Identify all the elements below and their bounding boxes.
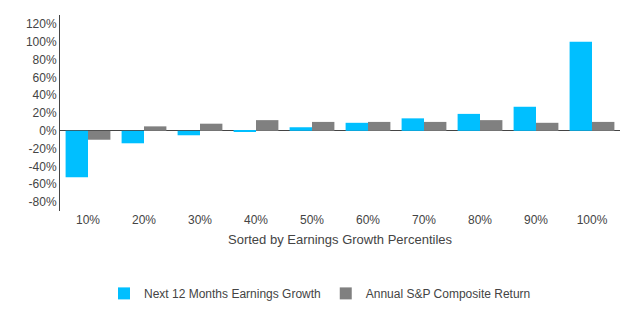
svg-text:Next 12 Months Earnings Growth: Next 12 Months Earnings Growth [144, 287, 321, 301]
svg-text:0%: 0% [39, 124, 57, 138]
svg-text:70%: 70% [412, 213, 436, 227]
svg-text:100%: 100% [26, 35, 57, 49]
svg-text:-20%: -20% [29, 142, 57, 156]
svg-text:-80%: -80% [29, 195, 57, 209]
svg-text:-60%: -60% [29, 177, 57, 191]
svg-text:60%: 60% [356, 213, 380, 227]
svg-text:80%: 80% [33, 53, 57, 67]
svg-text:80%: 80% [468, 213, 492, 227]
svg-text:120%: 120% [26, 17, 57, 31]
svg-text:Annual S&P Composite Return: Annual S&P Composite Return [366, 287, 531, 301]
svg-text:90%: 90% [524, 213, 548, 227]
svg-text:30%: 30% [188, 213, 212, 227]
svg-text:20%: 20% [33, 106, 57, 120]
svg-text:50%: 50% [300, 213, 324, 227]
svg-text:Sorted by Earnings Growth Perc: Sorted by Earnings Growth Percentiles [228, 232, 452, 247]
svg-text:40%: 40% [244, 213, 268, 227]
svg-text:-40%: -40% [29, 160, 57, 174]
svg-text:60%: 60% [33, 71, 57, 85]
svg-text:20%: 20% [132, 213, 156, 227]
svg-text:40%: 40% [33, 88, 57, 102]
svg-text:100%: 100% [577, 213, 608, 227]
svg-text:10%: 10% [76, 213, 100, 227]
